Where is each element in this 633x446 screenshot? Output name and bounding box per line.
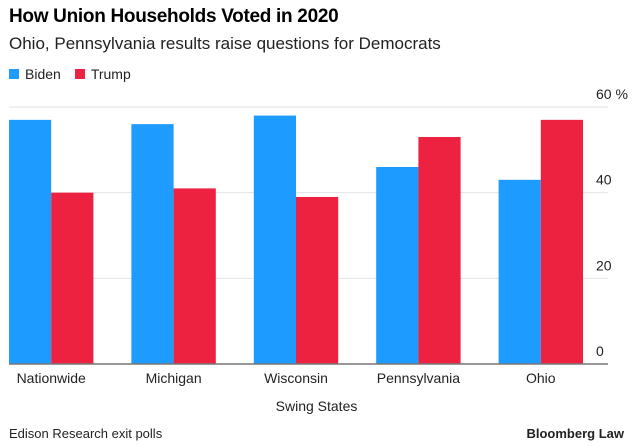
x-axis-labels: Nationwide Michigan Wisconsin Pennsylvania O… bbox=[17, 370, 556, 386]
legend-label-trump: Trump bbox=[90, 66, 131, 82]
brand-logo: Bloomberg Law bbox=[526, 426, 624, 441]
x-tick-label: Ohio bbox=[526, 370, 556, 386]
bar-biden-nationwide bbox=[9, 119, 52, 364]
bars bbox=[9, 115, 583, 364]
bar-trump-pennsylvania bbox=[418, 136, 461, 364]
y-tick-label: 40 bbox=[596, 172, 612, 188]
legend-item-biden: Biden bbox=[9, 66, 61, 82]
y-tick-label: 20 bbox=[596, 257, 612, 273]
bar-trump-nationwide bbox=[51, 192, 94, 364]
source-note: Edison Research exit polls bbox=[9, 426, 163, 441]
y-tick-label: 60 % bbox=[596, 86, 628, 102]
bar-trump-michigan bbox=[173, 188, 216, 364]
bar-biden-michigan bbox=[131, 124, 174, 364]
legend-item-trump: Trump bbox=[74, 66, 131, 82]
x-tick-label: Wisconsin bbox=[264, 370, 328, 386]
bar-trump-ohio bbox=[540, 119, 583, 364]
x-tick-label: Michigan bbox=[146, 370, 202, 386]
x-tick-label: Pennsylvania bbox=[377, 370, 460, 386]
bar-biden-wisconsin bbox=[253, 115, 296, 364]
legend-swatch-biden bbox=[9, 69, 19, 79]
bar-trump-wisconsin bbox=[296, 196, 339, 364]
legend-swatch-trump bbox=[74, 69, 85, 79]
y-tick-label: 0 bbox=[596, 343, 604, 359]
chart-title: How Union Households Voted in 2020 bbox=[9, 6, 339, 27]
x-axis-title: Swing States bbox=[275, 398, 358, 414]
legend-label-biden: Biden bbox=[25, 66, 61, 82]
chart-subtitle: Ohio, Pennsylvania results raise questio… bbox=[9, 34, 441, 53]
legend: Biden Trump bbox=[9, 66, 145, 82]
x-tick-label: Nationwide bbox=[17, 370, 86, 386]
bar-biden-pennsylvania bbox=[376, 166, 419, 364]
y-axis-ticks: 0 20 40 60 % bbox=[596, 86, 628, 359]
bar-biden-ohio bbox=[498, 179, 541, 364]
